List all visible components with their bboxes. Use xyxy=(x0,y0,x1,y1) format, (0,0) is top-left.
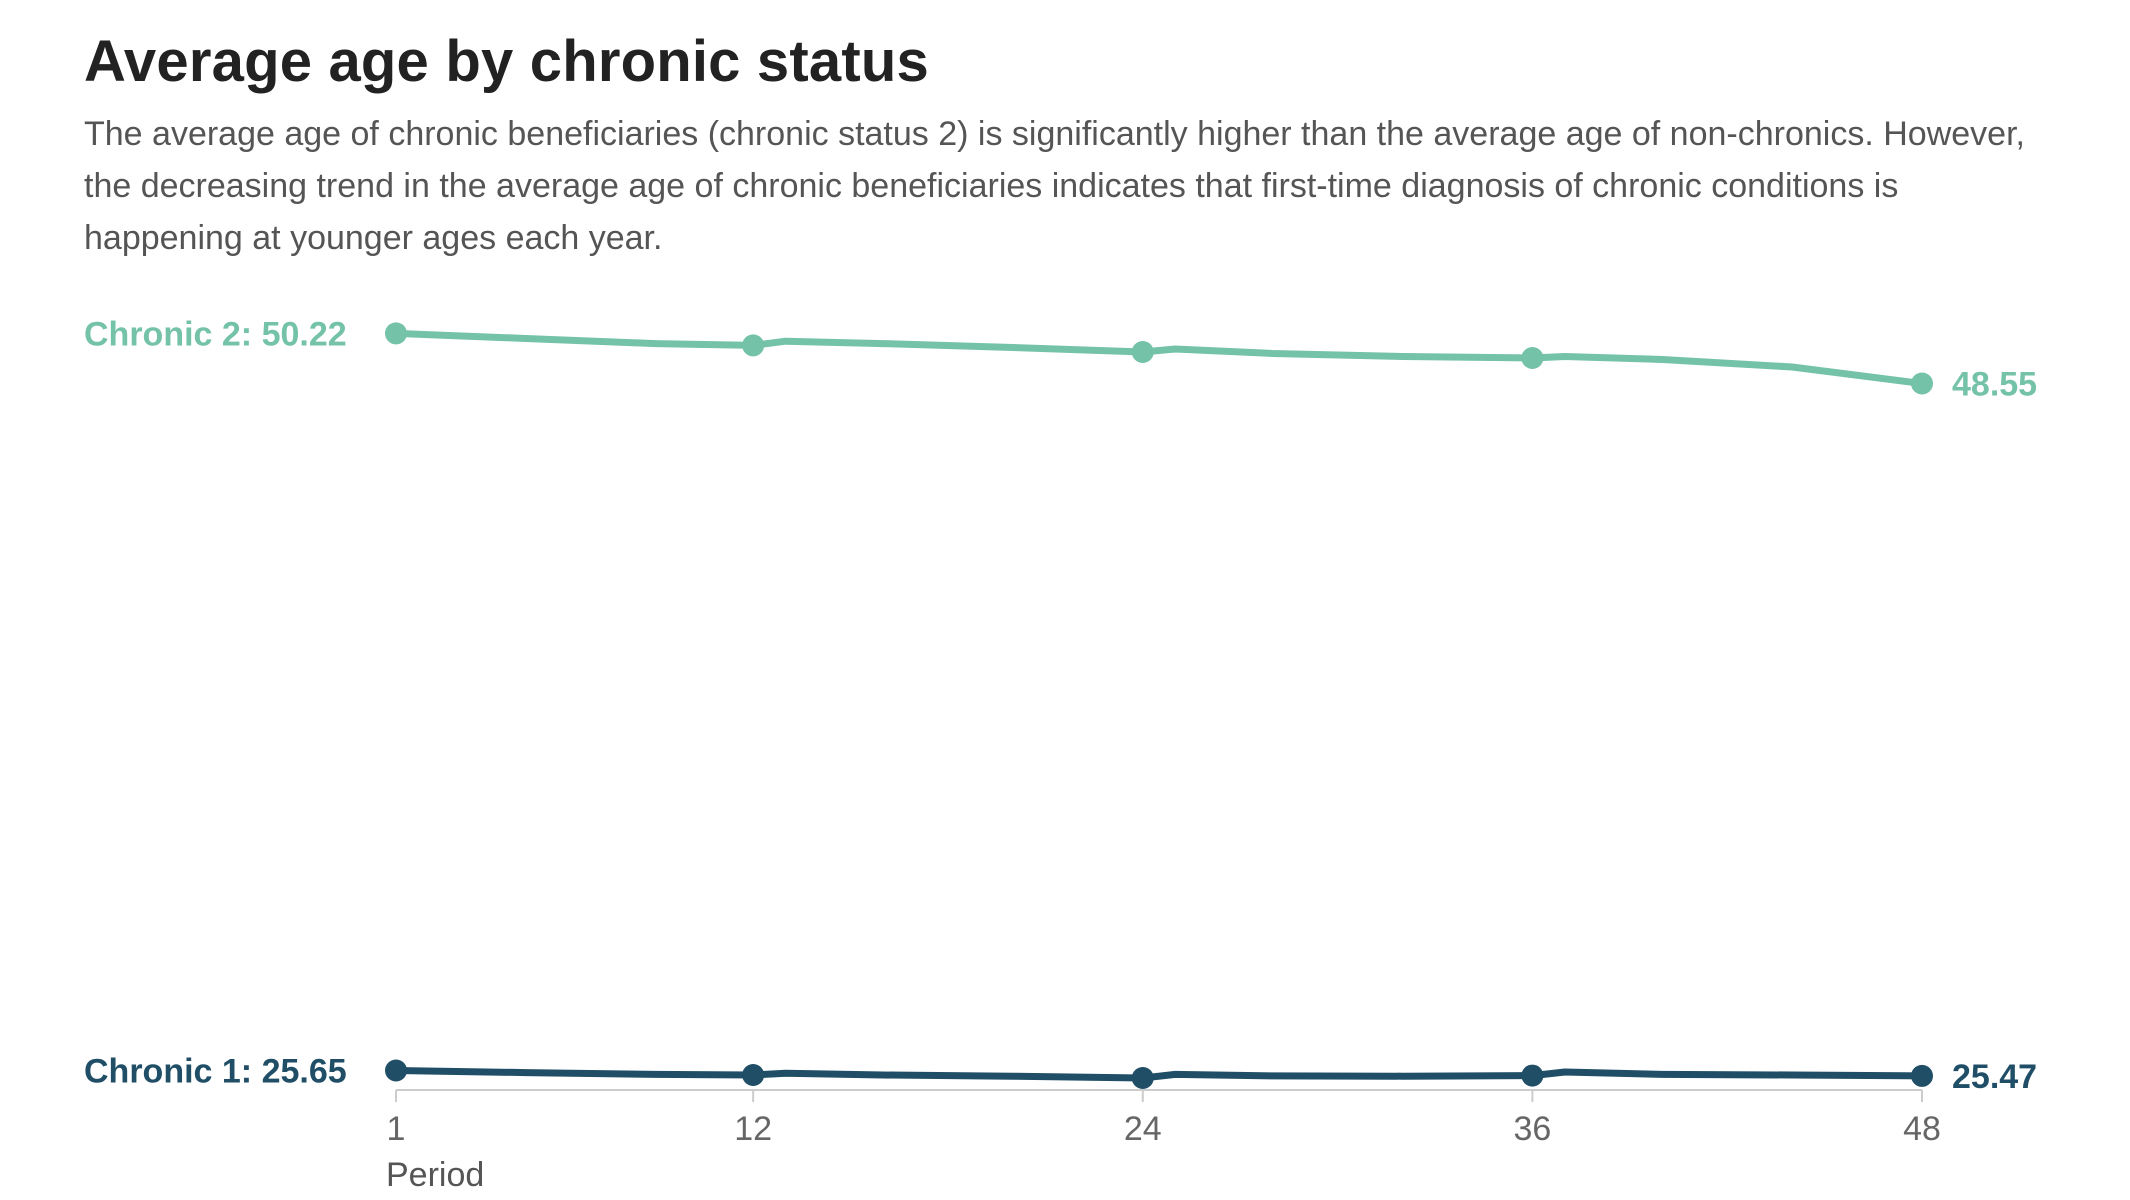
series-point-chronic1 xyxy=(385,1059,407,1082)
series-start-label-chronic1: Chronic 1: 25.65 xyxy=(84,1053,347,1091)
series-point-chronic2 xyxy=(742,334,765,357)
series-point-chronic1 xyxy=(1521,1064,1544,1087)
series-point-chronic2 xyxy=(1911,372,1933,395)
series-point-chronic1 xyxy=(1131,1067,1154,1089)
x-tick-label: 12 xyxy=(734,1110,772,1148)
series-end-label-chronic2: 48.55 xyxy=(1952,366,2037,404)
x-tick-label: 36 xyxy=(1513,1110,1551,1148)
series-start-label-chronic2: Chronic 2: 50.22 xyxy=(84,315,347,353)
series-point-chronic1 xyxy=(742,1064,765,1086)
series-line-chronic2 xyxy=(392,329,1926,387)
series-end-label-chronic1: 25.47 xyxy=(1952,1058,2037,1096)
chart-title: Average age by chronic status xyxy=(84,29,929,94)
x-tick-label: 1 xyxy=(387,1110,406,1148)
chart-subtitle: The average age of chronic beneficiaries… xyxy=(84,115,2025,257)
series-point-chronic1 xyxy=(1911,1064,1933,1087)
x-axis-label: Period xyxy=(386,1156,484,1194)
x-axis: 1 12 24 36 48 Period xyxy=(386,1089,1941,1194)
series-point-chronic2 xyxy=(1131,341,1154,363)
x-tick-label: 48 xyxy=(1903,1110,1941,1148)
label-layer: Chronic 2: 50.22 48.55 Chronic 1: 25.65 25.… xyxy=(84,315,2037,1096)
series-point-chronic2 xyxy=(385,322,407,345)
series-line-chronic1 xyxy=(392,1067,1926,1082)
series-point-chronic2 xyxy=(1521,347,1544,369)
series-layer xyxy=(385,322,1933,1089)
x-tick-label: 24 xyxy=(1124,1110,1162,1148)
